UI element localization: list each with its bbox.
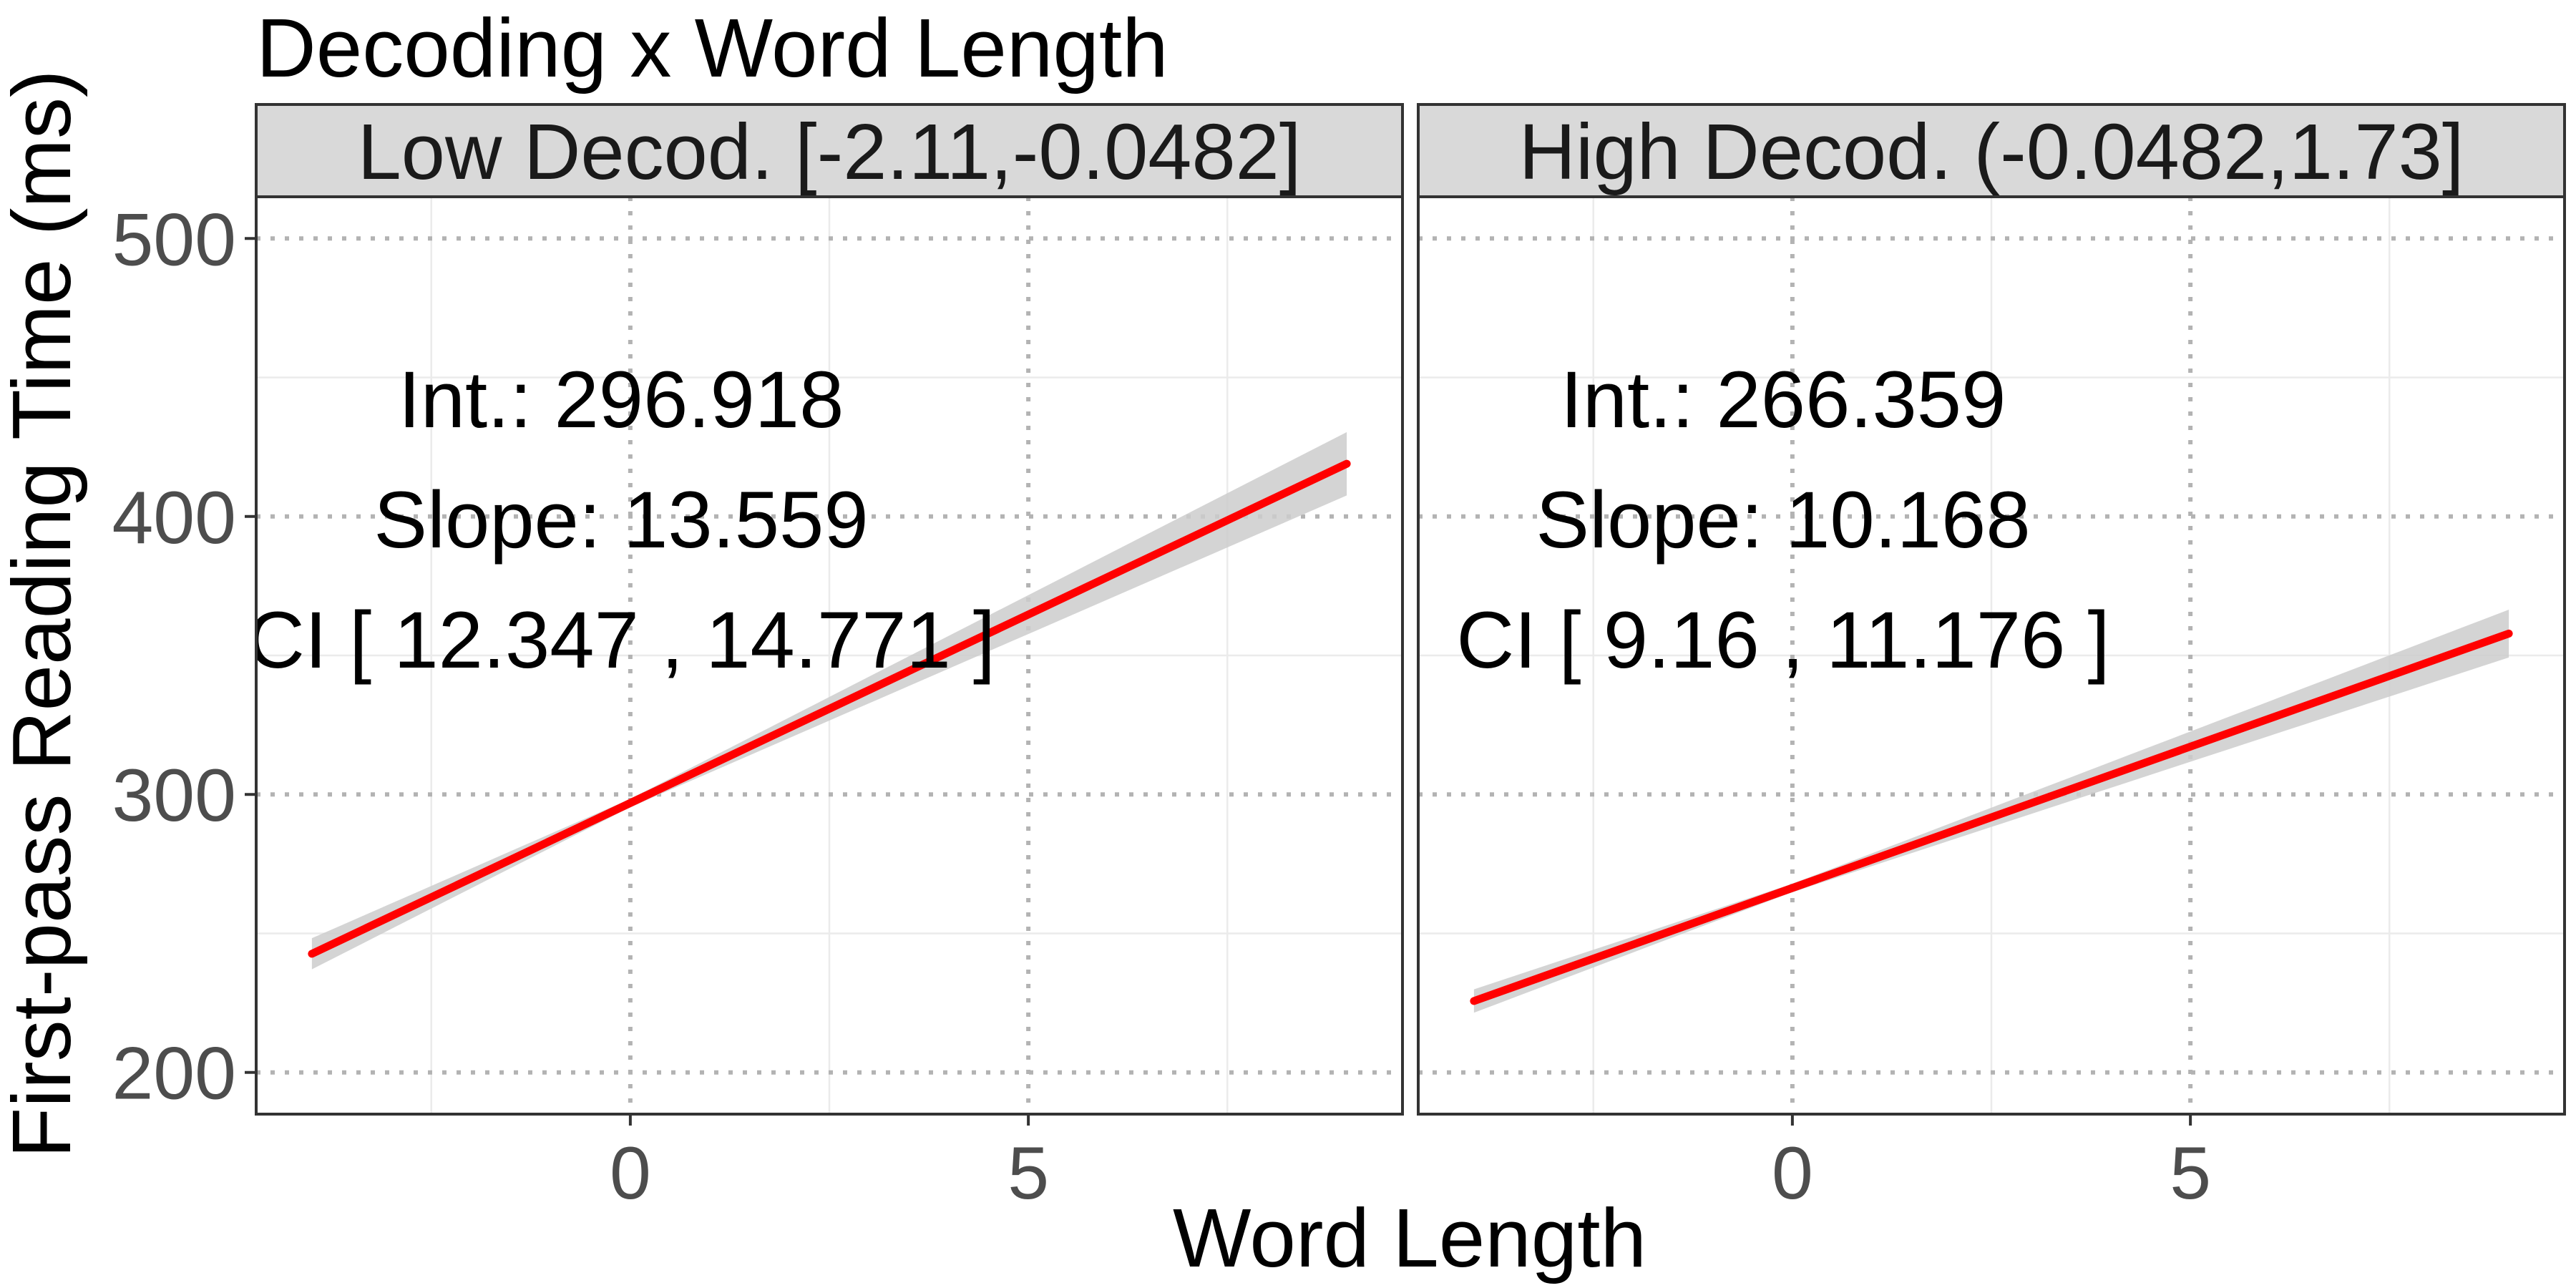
x-tick-label: 5 bbox=[1008, 1132, 1049, 1215]
y-tick-label: 500 bbox=[112, 198, 236, 281]
y-tick-label: 300 bbox=[112, 754, 236, 837]
annotation-ci: CI [ 12.347 , 14.771 ] bbox=[247, 595, 995, 685]
x-tick-label: 5 bbox=[2170, 1132, 2211, 1215]
panel-border bbox=[1417, 195, 2566, 1116]
annotation-intercept: Int.: 296.918 bbox=[399, 355, 844, 444]
panel-low-decoding: Low Decod. [-2.11,-0.0482] Int.: 296.918… bbox=[247, 103, 1404, 1215]
strip-background bbox=[255, 103, 1404, 198]
strip-background bbox=[1417, 103, 2566, 198]
x-tick-label: 0 bbox=[610, 1132, 651, 1215]
strip-label: Low Decod. [-2.11,-0.0482] bbox=[358, 108, 1302, 196]
chart-title: Decoding x Word Length bbox=[256, 1, 1169, 94]
y-axis-title: First-pass Reading Time (ms) bbox=[0, 69, 88, 1158]
x-tick-label: 0 bbox=[1772, 1132, 1813, 1215]
regression-line bbox=[308, 459, 1351, 958]
panel-border bbox=[255, 195, 1404, 1116]
y-tick-label: 400 bbox=[112, 477, 236, 560]
annotation-slope: Slope: 13.559 bbox=[374, 475, 868, 565]
strip-label: High Decod. (-0.0482,1.73] bbox=[1519, 108, 2464, 196]
annotation-slope: Slope: 10.168 bbox=[1536, 475, 2030, 565]
annotation-intercept: Int.: 266.359 bbox=[1561, 355, 2006, 444]
regression-line bbox=[1470, 629, 2513, 1005]
y-tick-label: 200 bbox=[112, 1033, 236, 1116]
panel-high-decoding: High Decod. (-0.0482,1.73] Int.: 266.359… bbox=[1417, 103, 2566, 1215]
grid-lines bbox=[256, 197, 1402, 1114]
y-axis-ticks: 200 300 400 500 bbox=[112, 198, 256, 1116]
annotation-ci: CI [ 9.16 , 11.176 ] bbox=[1456, 595, 2109, 685]
x-axis-title: Word Length bbox=[1173, 1191, 1646, 1284]
